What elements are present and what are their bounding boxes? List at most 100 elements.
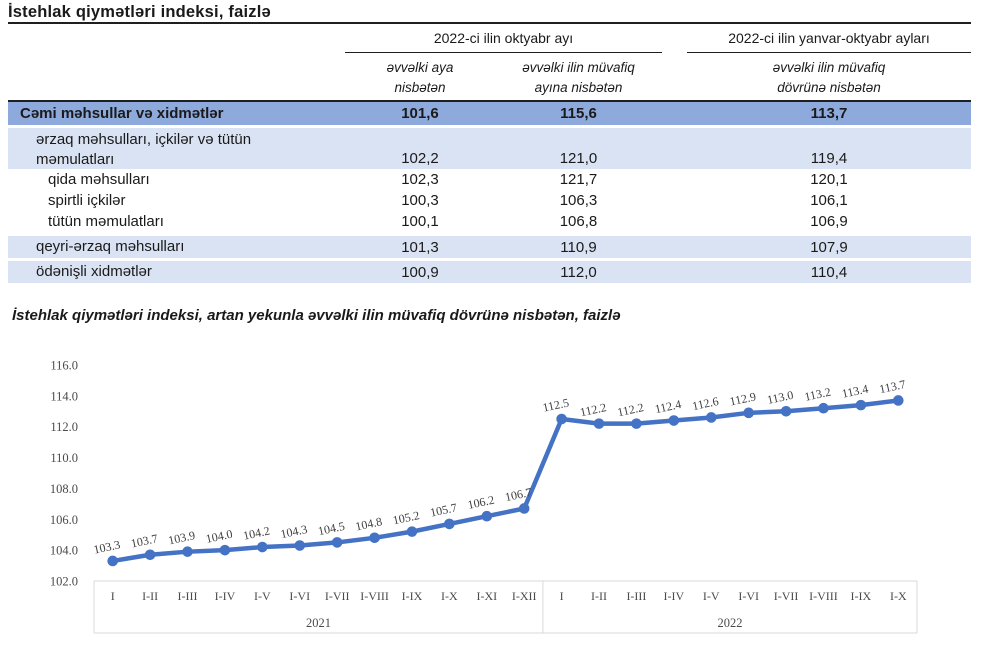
row-value: 100,3 bbox=[401, 192, 439, 209]
chart-data-label: 112.2 bbox=[616, 400, 645, 419]
chart-data-label: 105.2 bbox=[391, 508, 420, 527]
x-axis-category-label: I-III bbox=[626, 589, 646, 603]
chart-marker bbox=[257, 541, 268, 553]
chart-data-label: 106.2 bbox=[466, 493, 495, 512]
x-axis-category-label: I-II bbox=[591, 589, 607, 603]
chart-marker bbox=[818, 402, 829, 414]
chart-data-label: 106.7 bbox=[504, 485, 533, 504]
chart-marker bbox=[780, 405, 792, 417]
row-value: 115,6 bbox=[560, 105, 597, 122]
column-gap bbox=[662, 24, 687, 53]
x-axis-category-label: I-XII bbox=[512, 589, 537, 603]
chart-marker bbox=[705, 412, 717, 423]
x-axis-category-label: I bbox=[560, 589, 564, 603]
x-axis-category-label: I-IX bbox=[402, 589, 423, 603]
chart-data-label: 104.3 bbox=[279, 522, 308, 541]
table-row: ödənişli xidmətlər 100,9 112,0 110,4 bbox=[8, 261, 971, 283]
row-label: qida məhsulları bbox=[48, 170, 150, 188]
table-row: ərzaq məhsulları, içkilər və tütün məmul… bbox=[8, 128, 971, 169]
row-value: 107,9 bbox=[810, 238, 848, 256]
header-spacer bbox=[8, 53, 345, 100]
y-axis-tick-label: 112.0 bbox=[50, 420, 78, 434]
chart-marker bbox=[855, 399, 867, 411]
chart-marker bbox=[294, 540, 306, 551]
row-value: 106,1 bbox=[810, 192, 848, 209]
cpi-line-chart: 102.0 104.0 106.0 108.0 110.0 112.0 114.0 116.0… bbox=[0, 338, 1000, 648]
y-axis-tick-label: 114.0 bbox=[50, 389, 78, 403]
column-gap bbox=[662, 211, 687, 232]
row-value: 102,2 bbox=[401, 150, 439, 167]
y-axis-tick-label: 110.0 bbox=[50, 451, 78, 465]
chart-data-label: 104.8 bbox=[354, 514, 383, 533]
chart-data-label: 112.5 bbox=[541, 395, 570, 414]
row-value: 112,0 bbox=[560, 263, 597, 281]
x-axis-category-label: I-IV bbox=[215, 589, 236, 603]
chart-data-label: 113.2 bbox=[803, 385, 832, 404]
cpi-table: 2022-ci ilin oktyabr ayı 2022-ci ilin ya… bbox=[8, 22, 971, 283]
chart-marker bbox=[631, 418, 642, 429]
subheader-same-period-prev-year: əvvəlki ilin müvafiq dövrünə nisbətən bbox=[687, 53, 971, 100]
row-value: 100,1 bbox=[401, 213, 439, 230]
chart-line bbox=[110, 398, 901, 564]
x-axis-category-label: I-X bbox=[890, 589, 907, 603]
subheader-text: əvvəlki aya nisbətən bbox=[386, 59, 454, 95]
row-label: Cəmi məhsullar və xidmətlər bbox=[20, 104, 224, 122]
column-gap bbox=[662, 53, 687, 100]
row-label: ödənişli xidmətlər bbox=[36, 263, 152, 281]
chart-marker bbox=[668, 415, 680, 426]
header-spacer bbox=[8, 24, 345, 53]
x-axis-category-label: I-VI bbox=[738, 589, 759, 603]
subheader-prev-month: əvvəlki aya nisbətən bbox=[345, 53, 495, 100]
chart-data-label: 104.2 bbox=[242, 523, 271, 542]
x-axis-category-label: I-V bbox=[703, 589, 720, 603]
chart-data-label: 112.2 bbox=[579, 400, 608, 419]
chart-data-label: 105.7 bbox=[429, 500, 458, 519]
column-group-october: 2022-ci ilin oktyabr ayı bbox=[345, 24, 662, 53]
chart-data-label: 103.7 bbox=[130, 531, 159, 550]
chart-data-label: 103.9 bbox=[167, 528, 196, 547]
table-row: qida məhsulları 102,3 121,7 120,1 bbox=[8, 169, 971, 190]
subheader-text: əvvəlki ilin müvafiq dövrünə nisbətən bbox=[772, 59, 886, 95]
chart-title: İstehlak qiymətləri indeksi, artan yekun… bbox=[12, 307, 621, 324]
chart-data-label: 112.6 bbox=[691, 394, 720, 413]
x-axis-category-label: I-XI bbox=[476, 589, 497, 603]
y-axis-tick-label: 106.0 bbox=[50, 513, 78, 527]
column-gap bbox=[662, 261, 687, 283]
x-axis-category-label: I-VII bbox=[774, 589, 799, 603]
x-axis-category-label: I-VII bbox=[325, 589, 350, 603]
chart-marker bbox=[518, 503, 530, 514]
row-value: 106,9 bbox=[810, 213, 848, 230]
row-value: 120,1 bbox=[810, 171, 848, 188]
chart-marker bbox=[743, 407, 754, 419]
x-axis-category-label: I bbox=[111, 589, 115, 603]
x-axis-category-label: I-VI bbox=[289, 589, 310, 603]
row-label: tütün məmulatları bbox=[48, 212, 164, 230]
row-value: 110,4 bbox=[810, 263, 848, 281]
row-value: 119,4 bbox=[810, 150, 848, 167]
chart-data-label: 104.5 bbox=[317, 519, 346, 538]
x-axis-category-label: I-IV bbox=[664, 589, 685, 603]
chart-data-label: 113.7 bbox=[878, 377, 907, 396]
chart-marker bbox=[556, 413, 567, 425]
x-axis-category-label: I-III bbox=[178, 589, 198, 603]
row-label: spirtli içkilər bbox=[48, 191, 126, 209]
subheader-text: əvvəlki ilin müvafiq ayına nisbətən bbox=[522, 59, 635, 95]
y-axis-tick-label: 108.0 bbox=[50, 482, 78, 496]
row-label: qeyri-ərzaq məhsulları bbox=[36, 238, 185, 256]
table-row: Cəmi məhsullar və xidmətlər 101,6 115,6 113… bbox=[8, 100, 971, 125]
row-value: 113,7 bbox=[810, 105, 848, 122]
column-gap bbox=[662, 128, 687, 169]
x-axis-category-label: I-VIII bbox=[360, 589, 389, 603]
row-value: 101,6 bbox=[401, 105, 439, 122]
chart-data-label: 113.0 bbox=[766, 388, 795, 407]
y-axis-tick-label: 104.0 bbox=[50, 544, 78, 558]
x-axis-year-label: 2022 bbox=[717, 616, 742, 630]
table-row: qeyri-ərzaq məhsulları 101,3 110,9 107,9 bbox=[8, 236, 971, 258]
chart-data-label: 113.4 bbox=[841, 382, 870, 401]
x-axis-category-label: I-IX bbox=[851, 589, 872, 603]
table-header-groups: 2022-ci ilin oktyabr ayı 2022-ci ilin ya… bbox=[8, 24, 971, 53]
table-subheaders: əvvəlki aya nisbətən əvvəlki ilin müvafi… bbox=[8, 53, 971, 100]
table-row: spirtli içkilər 100,3 106,3 106,1 bbox=[8, 190, 971, 211]
row-value: 106,3 bbox=[559, 192, 598, 209]
